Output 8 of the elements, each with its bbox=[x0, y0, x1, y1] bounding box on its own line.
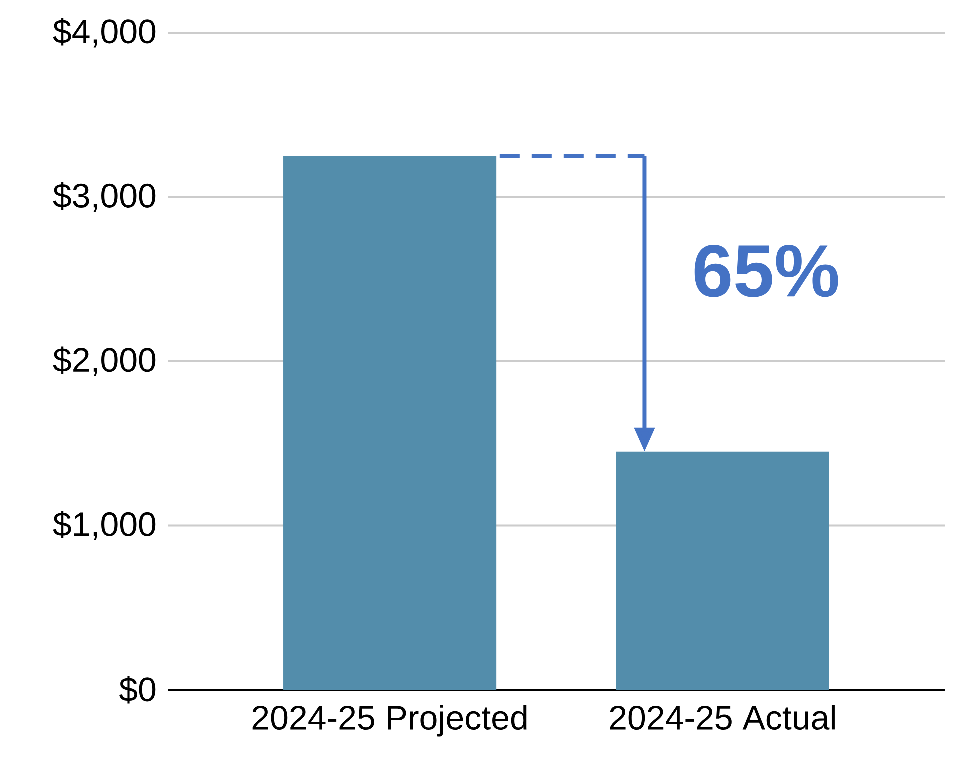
x-tick-label: 2024-25 Projected bbox=[252, 705, 527, 737]
y-tick-label: $3,000 bbox=[53, 182, 156, 212]
y-tick-label: $2,000 bbox=[53, 346, 156, 376]
annotation: 65% bbox=[694, 244, 838, 298]
x-tick-label: 2024-25 Actual bbox=[610, 705, 835, 730]
y-tick-label: $0 bbox=[119, 676, 156, 704]
y-tick-label: $1,000 bbox=[53, 510, 156, 541]
y-tick-label: $4,000 bbox=[53, 18, 156, 48]
